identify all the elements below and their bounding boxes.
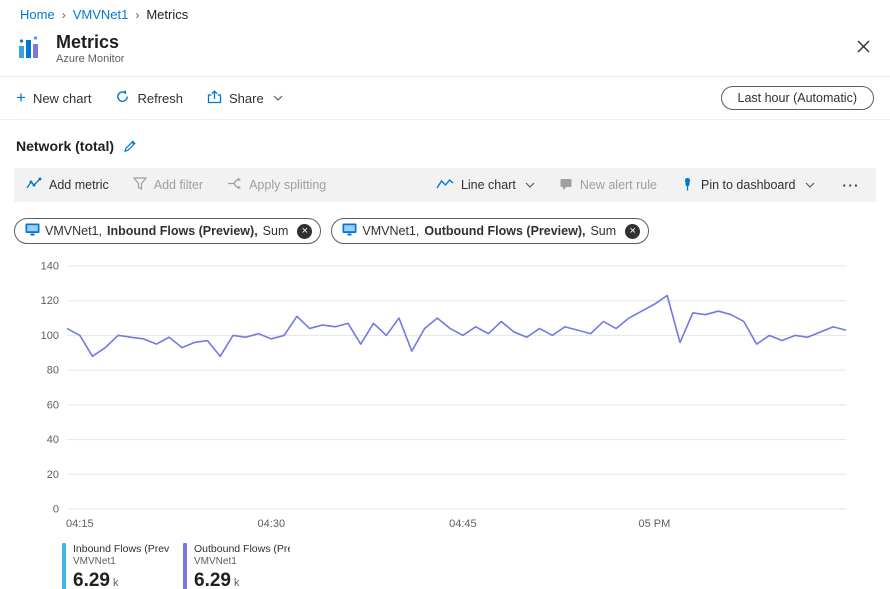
new-chart-button[interactable]: + New chart bbox=[16, 88, 92, 107]
metric-pill-inbound[interactable]: VMVNet1, Inbound Flows (Preview), Sum × bbox=[14, 218, 322, 244]
pill-scope: VMVNet1, bbox=[362, 224, 420, 238]
pill-aggregation: Sum bbox=[262, 224, 289, 238]
legend-resource-name: VMVNet1 bbox=[73, 556, 116, 567]
remove-metric-icon[interactable]: × bbox=[297, 223, 313, 239]
breadcrumb-vmvnet1[interactable]: VMVNet1 bbox=[72, 7, 129, 22]
legend-unit: k bbox=[233, 577, 240, 589]
chart-type-label: Line chart bbox=[460, 178, 516, 192]
chevron-down-icon bbox=[273, 95, 283, 101]
legend-unit: k bbox=[112, 577, 119, 589]
refresh-button[interactable]: Refresh bbox=[115, 89, 183, 107]
vm-monitor-icon bbox=[25, 223, 40, 239]
legend-color-bar bbox=[183, 543, 187, 589]
time-range-button[interactable]: Last hour (Automatic) bbox=[720, 86, 874, 110]
add-filter-label: Add filter bbox=[153, 178, 204, 192]
legend-item-outbound[interactable]: Outbound Flows (Prev... VMVNet1 6.29 k bbox=[183, 543, 291, 589]
app-header: Metrics Azure Monitor bbox=[0, 27, 890, 77]
svg-text:60: 60 bbox=[47, 399, 59, 411]
chart-title: Network (total) bbox=[16, 138, 114, 154]
svg-text:04:45: 04:45 bbox=[449, 518, 477, 530]
line-chart-icon bbox=[436, 177, 454, 193]
filter-funnel-icon bbox=[132, 177, 148, 193]
svg-text:80: 80 bbox=[47, 365, 59, 377]
chevron-down-icon bbox=[805, 182, 815, 188]
apply-splitting-button: Apply splitting bbox=[227, 177, 326, 193]
pin-to-dashboard-button[interactable]: Pin to dashboard bbox=[681, 177, 815, 194]
share-label: Share bbox=[229, 90, 264, 106]
svg-text:120: 120 bbox=[41, 295, 59, 307]
legend-color-bar bbox=[62, 543, 66, 589]
refresh-label: Refresh bbox=[137, 90, 183, 106]
breadcrumb-home[interactable]: Home bbox=[20, 7, 55, 22]
add-metric-label: Add metric bbox=[49, 178, 109, 192]
svg-text:40: 40 bbox=[47, 434, 59, 446]
page-subtitle: Azure Monitor bbox=[56, 52, 125, 65]
title-block: Metrics Azure Monitor bbox=[56, 32, 124, 65]
legend-value: 6.29 bbox=[73, 570, 110, 589]
chevron-down-icon bbox=[525, 182, 535, 188]
pill-metric: Outbound Flows (Preview), bbox=[424, 224, 586, 238]
apply-splitting-label: Apply splitting bbox=[249, 178, 327, 192]
splitting-icon bbox=[227, 177, 242, 193]
metric-pills-row: VMVNet1, Inbound Flows (Preview), Sum × … bbox=[14, 218, 876, 244]
svg-text:100: 100 bbox=[41, 330, 59, 342]
add-metric-button[interactable]: Add metric bbox=[26, 177, 109, 193]
breadcrumb: Home › VMVNet1 › Metrics bbox=[0, 0, 890, 27]
legend-metric-name: Inbound Flows (Previ... bbox=[73, 543, 169, 555]
pill-scope: VMVNet1, bbox=[45, 224, 102, 238]
metrics-app-icon bbox=[16, 31, 46, 66]
command-bar: + New chart Refresh Share Last hour (Aut… bbox=[0, 77, 890, 120]
pin-to-dashboard-label: Pin to dashboard bbox=[700, 178, 796, 192]
metrics-line-chart: 0 20 40 60 80 100 120 140 04:15 04:30 04:45 05 PM bbox=[41, 261, 847, 530]
chart-area: 0 20 40 60 80 100 120 140 04:15 04:30 04:45 05 PM bbox=[0, 258, 890, 539]
vm-monitor-icon bbox=[342, 223, 357, 239]
plus-icon: + bbox=[16, 88, 26, 107]
svg-text:04:15: 04:15 bbox=[66, 518, 94, 530]
legend-metric-name: Outbound Flows (Prev... bbox=[194, 543, 290, 555]
legend-resource-name: VMVNet1 bbox=[194, 556, 237, 567]
svg-text:04:30: 04:30 bbox=[258, 518, 286, 530]
new-alert-rule-button: New alert rule bbox=[559, 177, 657, 194]
chart-title-row: Network (total) bbox=[0, 120, 890, 166]
svg-text:05 PM: 05 PM bbox=[639, 518, 671, 530]
pill-metric: Inbound Flows (Preview), bbox=[106, 224, 258, 238]
breadcrumb-separator: › bbox=[61, 7, 66, 22]
svg-text:0: 0 bbox=[53, 504, 59, 516]
page-title: Metrics bbox=[56, 32, 120, 53]
new-chart-label: New chart bbox=[32, 90, 92, 106]
metric-pill-outbound[interactable]: VMVNet1, Outbound Flows (Preview), Sum × bbox=[331, 218, 650, 244]
svg-text:20: 20 bbox=[47, 469, 59, 481]
close-icon[interactable] bbox=[853, 36, 874, 62]
chart-legend: Inbound Flows (Previ... VMVNet1 6.29 k O… bbox=[62, 543, 890, 589]
breadcrumb-metrics: Metrics bbox=[146, 7, 189, 22]
breadcrumb-separator: › bbox=[135, 7, 140, 22]
new-alert-rule-label: New alert rule bbox=[579, 178, 657, 192]
pin-icon bbox=[681, 177, 694, 194]
svg-text:140: 140 bbox=[41, 261, 59, 273]
chart-type-button[interactable]: Line chart bbox=[436, 177, 535, 193]
legend-value: 6.29 bbox=[194, 570, 231, 589]
add-filter-button: Add filter bbox=[132, 177, 204, 193]
metric-toolbar: Add metric Add filter Apply splitting Li… bbox=[14, 168, 876, 202]
add-metric-icon bbox=[26, 177, 42, 193]
alert-bell-icon bbox=[559, 177, 573, 194]
share-button[interactable]: Share bbox=[207, 89, 283, 107]
legend-item-inbound[interactable]: Inbound Flows (Previ... VMVNet1 6.29 k bbox=[62, 543, 170, 589]
refresh-icon bbox=[115, 89, 130, 107]
remove-metric-icon[interactable]: × bbox=[625, 223, 641, 239]
share-icon bbox=[207, 89, 222, 107]
pill-aggregation: Sum bbox=[590, 224, 617, 238]
edit-pencil-icon[interactable] bbox=[123, 139, 137, 153]
more-options-button[interactable]: ··· bbox=[842, 177, 860, 193]
